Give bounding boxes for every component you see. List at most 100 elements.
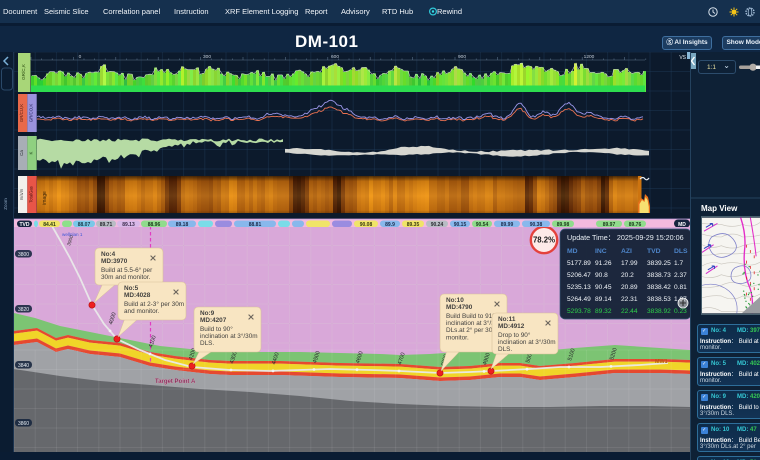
svg-text:89.98: 89.98	[557, 222, 570, 227]
svg-text:monitor.: monitor.	[446, 334, 469, 341]
svg-text:4100: 4100	[148, 335, 158, 349]
svg-text:MW1: MW1	[655, 359, 668, 365]
svg-text:TotalGas: TotalGas	[28, 186, 33, 203]
svg-text:89.76: 89.76	[629, 222, 642, 227]
svg-text:90.8: 90.8	[595, 272, 608, 279]
svg-text:90.08: 90.08	[360, 222, 373, 227]
svg-text:3800: 3800	[18, 252, 29, 258]
svg-text:5206.47: 5206.47	[567, 272, 591, 279]
svg-text:inclination at 3°/30m: inclination at 3°/30m	[200, 332, 258, 340]
svg-text:Build at 2-3° per 30m: Build at 2-3° per 30m	[124, 300, 184, 308]
svg-text:88.81: 88.81	[249, 222, 262, 227]
svg-text:0: 0	[79, 54, 82, 60]
svg-text:Zoom: Zoom	[3, 198, 8, 210]
svg-text:INC: INC	[595, 248, 607, 255]
svg-text:22.31: 22.31	[621, 296, 638, 303]
svg-text:89.13: 89.13	[122, 222, 135, 227]
svg-text:4200: 4200	[188, 347, 198, 361]
svg-text:inclination at 3°/3: inclination at 3°/3	[446, 319, 495, 327]
svg-text:5177.89: 5177.89	[567, 260, 591, 267]
svg-text:Drop to 90°: Drop to 90°	[498, 331, 531, 339]
svg-text:4000: 4000	[108, 312, 118, 326]
svg-text:4600: 4600	[355, 351, 365, 365]
svg-text:89.97: 89.97	[603, 222, 616, 227]
svg-text:3820: 3820	[18, 307, 29, 313]
svg-text:MD:3970: MD:3970	[101, 258, 128, 265]
svg-text:88.96: 88.96	[148, 222, 161, 227]
svg-text:17.99: 17.99	[621, 260, 638, 267]
svg-text:No:10: No:10	[446, 297, 464, 304]
svg-text:89.9: 89.9	[385, 222, 395, 227]
svg-text:K: K	[28, 151, 33, 154]
svg-text:3838.53: 3838.53	[647, 296, 671, 303]
svg-text:90.54: 90.54	[476, 222, 489, 227]
svg-text:image: image	[42, 191, 48, 205]
svg-text:4400: 4400	[271, 352, 281, 366]
svg-text:DLS: DLS	[674, 248, 688, 255]
svg-text:MD: MD	[567, 248, 578, 255]
svg-text:No:9: No:9	[200, 310, 215, 317]
svg-text:4500: 4500	[312, 350, 322, 364]
svg-text:30m and monitor.: 30m and monitor.	[101, 274, 151, 281]
svg-text:Target Point A: Target Point A	[155, 379, 196, 385]
svg-text:3838.92: 3838.92	[647, 308, 671, 315]
svg-text:90.15: 90.15	[454, 222, 467, 227]
svg-text:Ca: Ca	[19, 150, 24, 156]
svg-text:5264.49: 5264.49	[567, 296, 591, 303]
svg-text:No:11: No:11	[498, 316, 516, 323]
svg-text:VS: VS	[679, 55, 686, 61]
svg-text:4300: 4300	[229, 351, 239, 365]
svg-text:22.44: 22.44	[621, 308, 638, 315]
svg-text:3839.25: 3839.25	[647, 260, 671, 267]
svg-text:88.07: 88.07	[78, 222, 91, 227]
svg-text:20.89: 20.89	[621, 284, 638, 291]
svg-text:MD:4912: MD:4912	[498, 323, 525, 330]
svg-text:Build at 5.5-6° per: Build at 5.5-6° per	[101, 266, 153, 274]
svg-text:GR/CU,K: GR/CU,K	[19, 104, 24, 122]
svg-text:No:4: No:4	[101, 251, 116, 258]
svg-text:DLs.at 2° per 30m: DLs.at 2° per 30m	[446, 326, 498, 334]
svg-text:90.45: 90.45	[595, 284, 612, 291]
svg-text:5200: 5200	[609, 347, 619, 361]
svg-text:3838.73: 3838.73	[647, 272, 671, 279]
svg-text:0.81: 0.81	[674, 284, 687, 291]
svg-text:m/s/m: m/s/m	[19, 188, 24, 200]
svg-text:5000: 5000	[525, 350, 535, 364]
svg-text:and monitor.: and monitor.	[124, 308, 159, 315]
svg-text:1200: 1200	[584, 54, 595, 60]
svg-text:20.2: 20.2	[621, 272, 634, 279]
svg-text:AZI: AZI	[621, 248, 632, 255]
svg-text:Build Build to 91°: Build Build to 91°	[446, 312, 495, 320]
svg-text:3900: 3900	[66, 234, 75, 246]
svg-text:3838.42: 3838.42	[647, 284, 671, 291]
svg-text:90.24: 90.24	[431, 222, 444, 227]
svg-text:wellplan 1: wellplan 1	[62, 232, 83, 237]
svg-text:Build to 90°: Build to 90°	[200, 325, 233, 333]
svg-text:TVD: TVD	[647, 248, 661, 255]
svg-text:GR/C,K: GR/C,K	[21, 63, 26, 80]
svg-text:Update Time： 2025-09-29 15:20:: Update Time： 2025-09-29 15:20:06	[567, 233, 684, 242]
svg-text:3860: 3860	[18, 421, 29, 427]
svg-text:300: 300	[203, 54, 211, 60]
svg-text:5293.78: 5293.78	[567, 308, 591, 315]
svg-text:MD:4207: MD:4207	[200, 317, 227, 324]
svg-text:89.71: 89.71	[100, 222, 113, 227]
svg-text:MD:4028: MD:4028	[124, 292, 151, 299]
svg-text:2.37: 2.37	[674, 272, 687, 279]
svg-text:TVD: TVD	[20, 222, 30, 227]
svg-text:4700: 4700	[397, 352, 407, 366]
svg-text:MD:4790: MD:4790	[446, 304, 473, 311]
svg-text:4900: 4900	[482, 352, 492, 366]
svg-text:5100: 5100	[567, 348, 577, 362]
svg-text:89.32: 89.32	[595, 308, 612, 315]
svg-text:78.2%: 78.2%	[533, 236, 555, 245]
svg-text:900: 900	[458, 54, 466, 60]
svg-text:89.18: 89.18	[176, 222, 189, 227]
svg-text:1.7: 1.7	[674, 260, 683, 267]
svg-text:84.41: 84.41	[43, 222, 56, 227]
svg-text:0.23: 0.23	[674, 308, 687, 315]
svg-text:No:5: No:5	[124, 285, 139, 292]
svg-text:90.38: 90.38	[530, 222, 543, 227]
svg-text:89.99: 89.99	[501, 222, 514, 227]
svg-text:MD: MD	[678, 222, 686, 227]
